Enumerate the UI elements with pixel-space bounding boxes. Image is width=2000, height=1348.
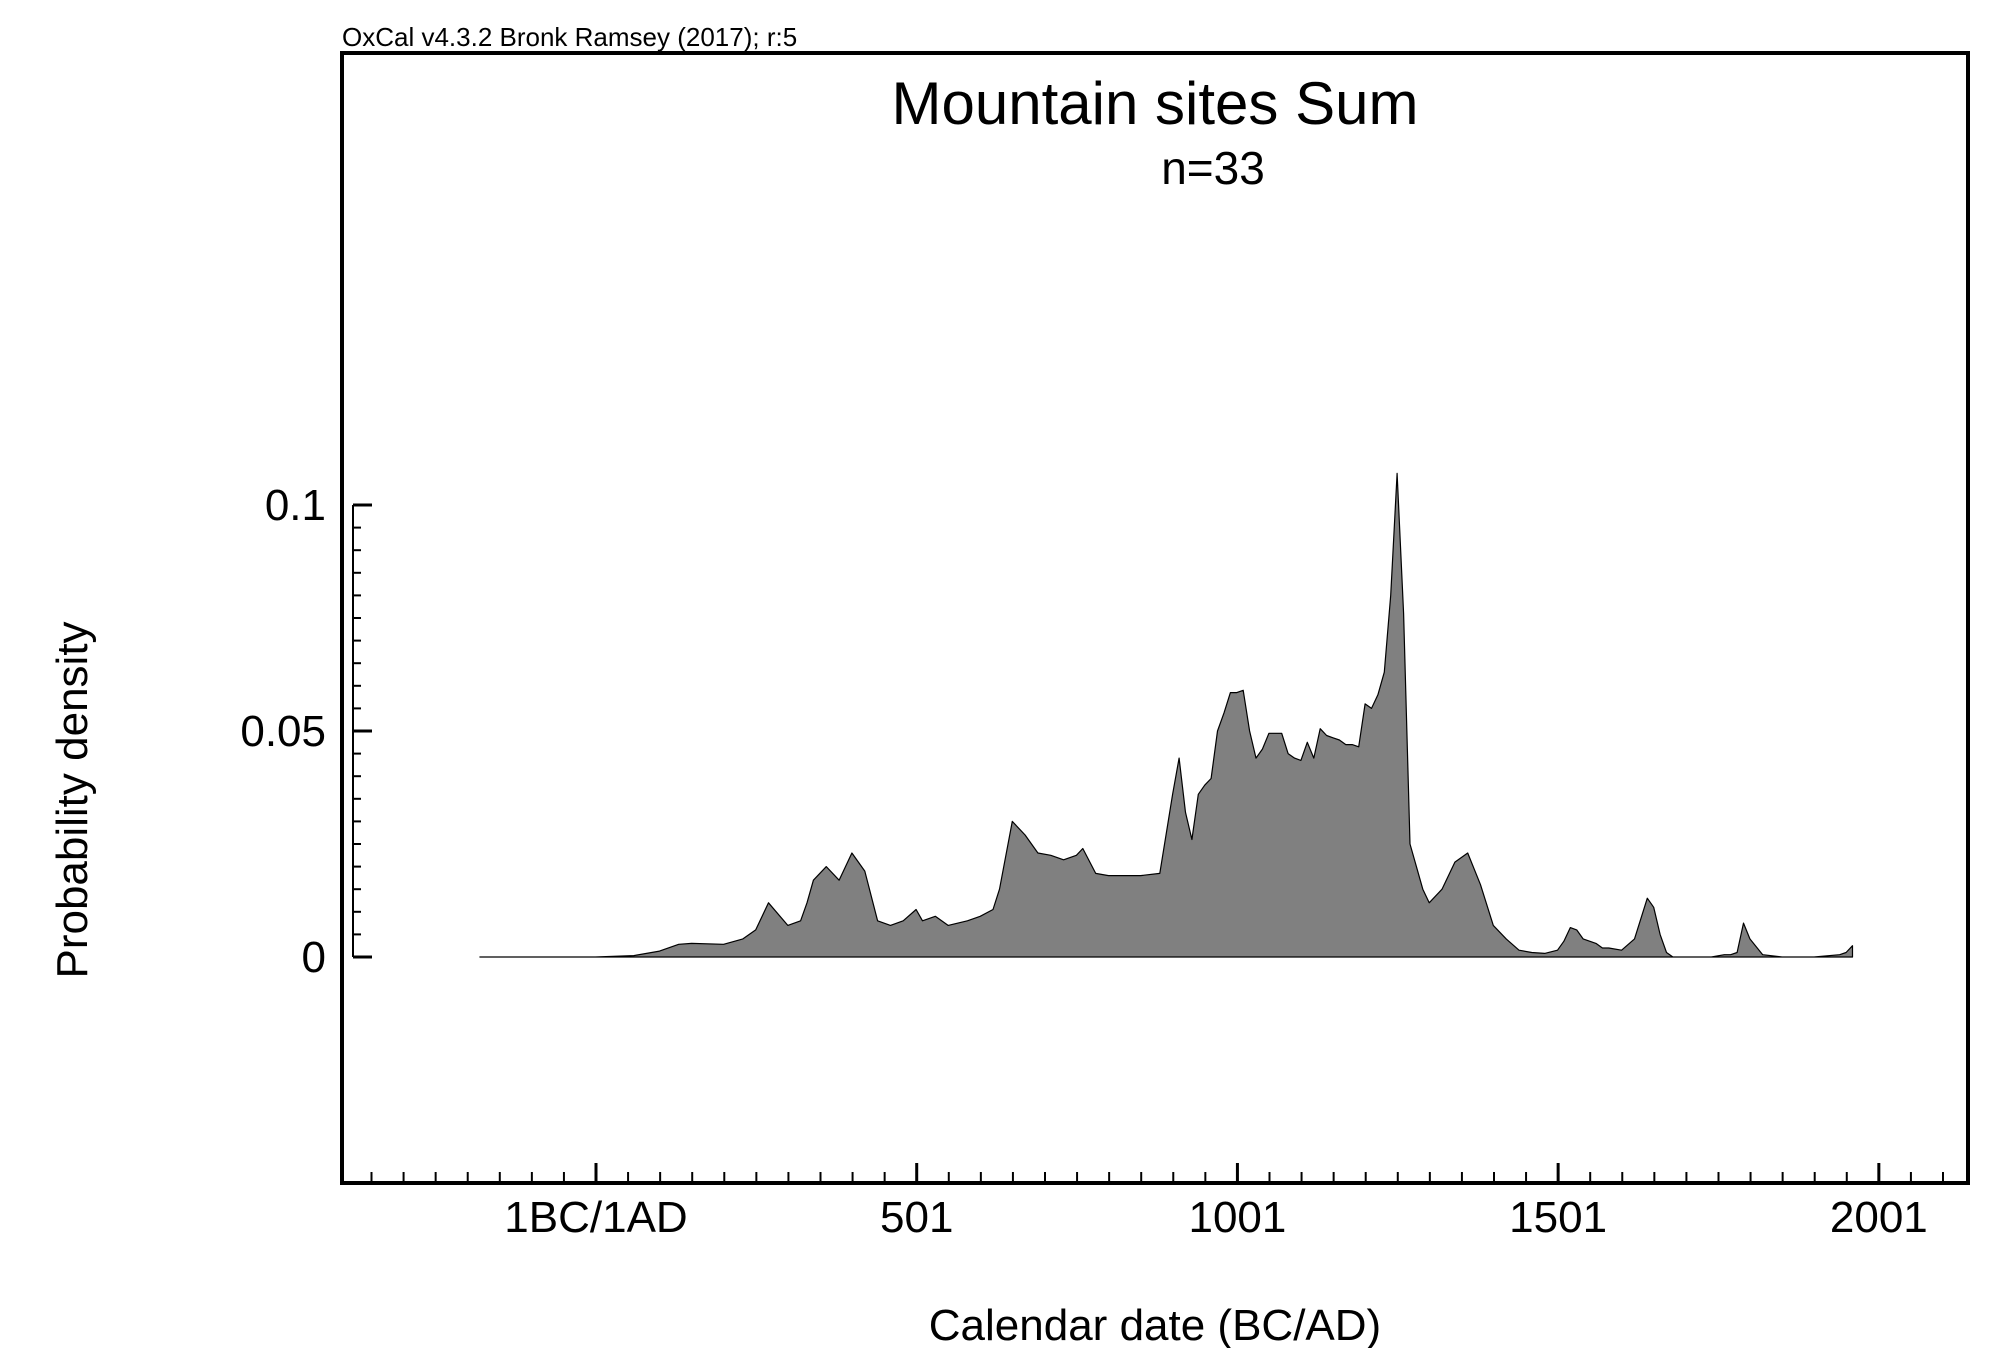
y-tick-label: 0.1 [265, 481, 326, 530]
chart-subtitle: n=33 [1161, 142, 1265, 194]
sum-probability-area [479, 472, 1854, 958]
x-tick-label: 1501 [1509, 1193, 1607, 1242]
software-version-note: OxCal v4.3.2 Bronk Ramsey (2017); r:5 [342, 22, 797, 52]
x-axis-label: Calendar date (BC/AD) [929, 1301, 1381, 1348]
y-axis-label: Probability density [48, 621, 97, 978]
x-tick-label: 501 [880, 1193, 953, 1242]
y-tick-label: 0 [302, 933, 326, 982]
x-tick-label: 1BC/1AD [504, 1193, 687, 1242]
series-layer [479, 472, 1854, 958]
chart-title: Mountain sites Sum [892, 70, 1419, 137]
y-axis: 0 0.05 0.1 [240, 481, 372, 982]
x-tick-label: 2001 [1830, 1193, 1928, 1242]
x-tick-label: 1001 [1188, 1193, 1286, 1242]
y-tick-label: 0.05 [240, 707, 326, 756]
x-axis: 1BC/1AD 501 1001 1501 2001 [370, 1163, 1944, 1242]
plot-frame [340, 51, 1970, 1185]
